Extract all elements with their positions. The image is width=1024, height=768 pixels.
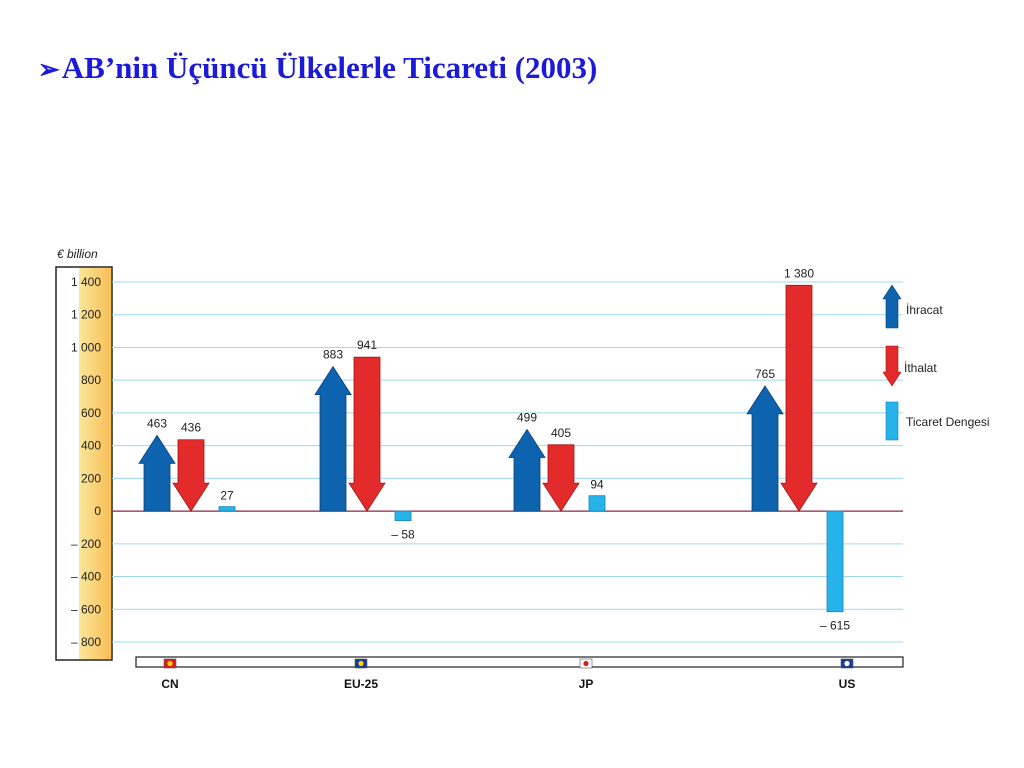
balance-bar	[826, 510, 844, 613]
y-tick-label: 1 400	[71, 275, 101, 289]
legend-import-label: İthalat	[904, 361, 937, 375]
x-category-label: CN	[161, 677, 178, 691]
import-arrow	[542, 444, 580, 512]
export-value-label: 463	[147, 416, 167, 430]
legend-balance-icon	[885, 401, 899, 441]
import-value-label: 941	[357, 338, 377, 352]
export-arrow	[138, 434, 176, 512]
export-value-label: 765	[755, 367, 775, 381]
flag-emblem	[583, 660, 589, 667]
y-tick-label: 200	[81, 471, 101, 485]
x-category-label: EU-25	[344, 677, 378, 691]
slide-title-text: AB’nin Üçüncü Ülkelerle Ticareti (2003)	[61, 50, 598, 85]
import-value-label: 436	[181, 421, 201, 435]
y-tick-label: 0	[94, 504, 101, 518]
balance-value-label: – 615	[820, 619, 850, 633]
y-tick-label: – 600	[71, 602, 101, 616]
flag-emblem	[844, 660, 850, 667]
import-value-label: 1 380	[784, 266, 814, 280]
category-strip	[135, 656, 904, 668]
import-value-label: 405	[551, 426, 571, 440]
balance-bar	[588, 495, 606, 512]
y-tick-label: 1 000	[71, 340, 101, 354]
y-tick-label: 800	[81, 373, 101, 387]
legend-export-icon	[882, 284, 902, 329]
legend-import-icon	[882, 345, 902, 387]
export-value-label: 883	[323, 348, 343, 362]
legend-export-label: İhracat	[906, 303, 943, 317]
balance-value-label: 27	[220, 489, 234, 503]
bullet-arrow-icon: ➢	[38, 55, 60, 84]
legend-balance-label: Ticaret Dengesi	[906, 415, 990, 429]
export-arrow	[314, 365, 352, 512]
y-tick-label: – 200	[71, 537, 101, 551]
balance-bar	[218, 506, 236, 512]
x-category-label: US	[839, 677, 856, 691]
import-arrow	[348, 356, 386, 512]
slide-title: ➢AB’nin Üçüncü Ülkelerle Ticareti (2003)	[38, 50, 597, 86]
export-arrow	[508, 428, 546, 512]
y-tick-label: – 800	[71, 635, 101, 649]
x-category-label: JP	[579, 677, 594, 691]
import-arrow	[172, 439, 210, 512]
export-value-label: 499	[517, 410, 537, 424]
balance-value-label: 94	[590, 478, 604, 492]
import-arrow	[780, 284, 818, 512]
balance-value-label: – 58	[391, 528, 415, 542]
y-tick-label: 600	[81, 406, 101, 420]
y-tick-label: 1 200	[71, 308, 101, 322]
export-arrow	[746, 385, 784, 512]
y-tick-label: 400	[81, 439, 101, 453]
flag-emblem	[358, 660, 364, 667]
y-tick-label: – 400	[71, 570, 101, 584]
flag-emblem	[167, 660, 173, 667]
y-axis-unit-label: € billion	[57, 247, 98, 261]
y-axis-strip	[79, 268, 111, 659]
balance-bar	[394, 510, 412, 521]
